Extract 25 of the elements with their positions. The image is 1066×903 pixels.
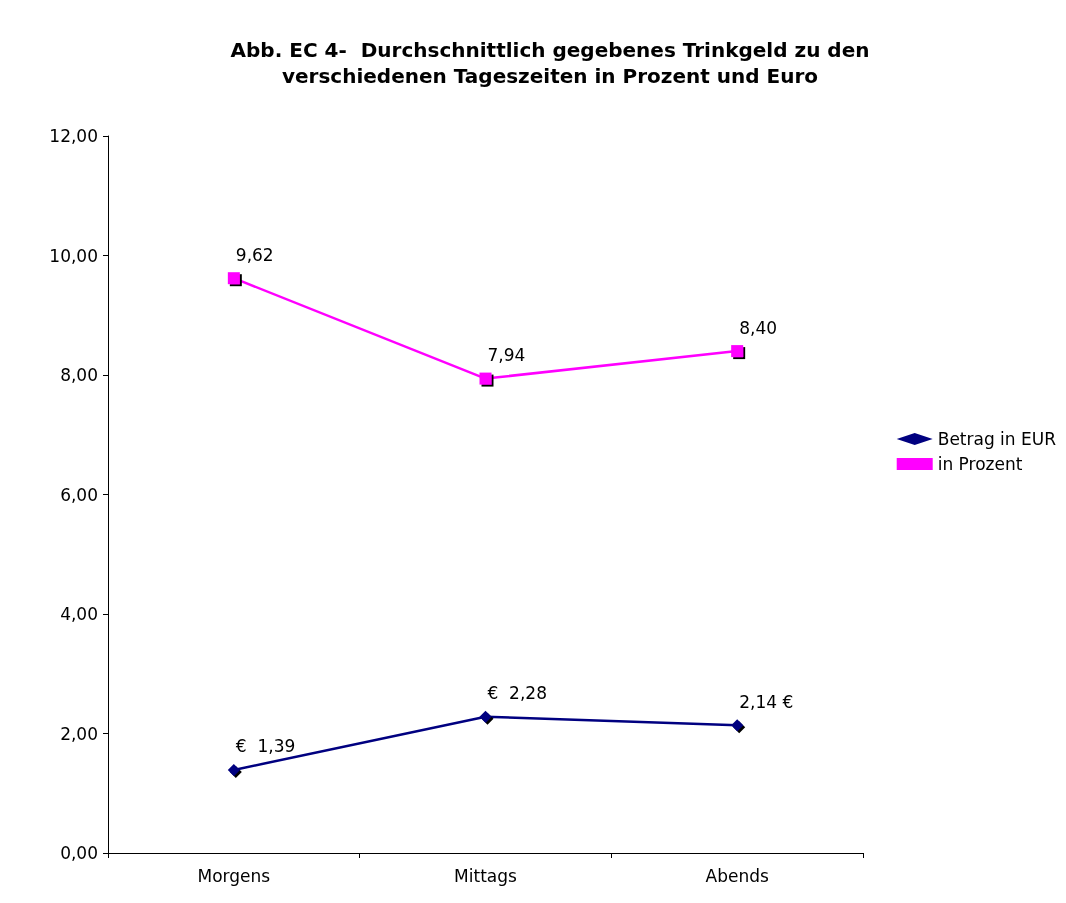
point xyxy=(479,372,492,385)
y-tick-label: 10,00 xyxy=(49,245,98,266)
point xyxy=(227,272,240,285)
data-label: 9,62 xyxy=(235,244,274,265)
data-label: 2,14 € xyxy=(739,691,794,712)
y-tick-label: 0,00 xyxy=(60,843,98,863)
x-tick-label: Mittags xyxy=(454,865,518,886)
point xyxy=(479,710,492,723)
point xyxy=(227,763,240,776)
data-label: € 2,28 xyxy=(487,683,547,704)
x-tick-label: Abends xyxy=(705,865,769,886)
legend-label: in Prozent xyxy=(937,454,1023,474)
x-tick-label: Morgens xyxy=(197,865,271,886)
y-tick-label: 8,00 xyxy=(60,365,98,385)
y-tick-label: 12,00 xyxy=(49,126,98,146)
y-tick-label: 2,00 xyxy=(60,723,98,744)
data-label: 7,94 xyxy=(487,345,526,366)
data-label: 8,40 xyxy=(739,317,778,338)
y-tick-label: 6,00 xyxy=(60,484,98,505)
point xyxy=(731,345,744,358)
legend-label: Betrag in EUR xyxy=(937,429,1057,449)
point xyxy=(731,719,744,732)
chart-title: Abb. EC 4- Durchschnittlich gegebenes Trinkgeld zu den verschiedenen Tageszeiten in Prozent und Euro xyxy=(230,38,870,88)
data-label: € 1,39 xyxy=(235,736,296,757)
y-tick-label: 4,00 xyxy=(60,604,98,624)
